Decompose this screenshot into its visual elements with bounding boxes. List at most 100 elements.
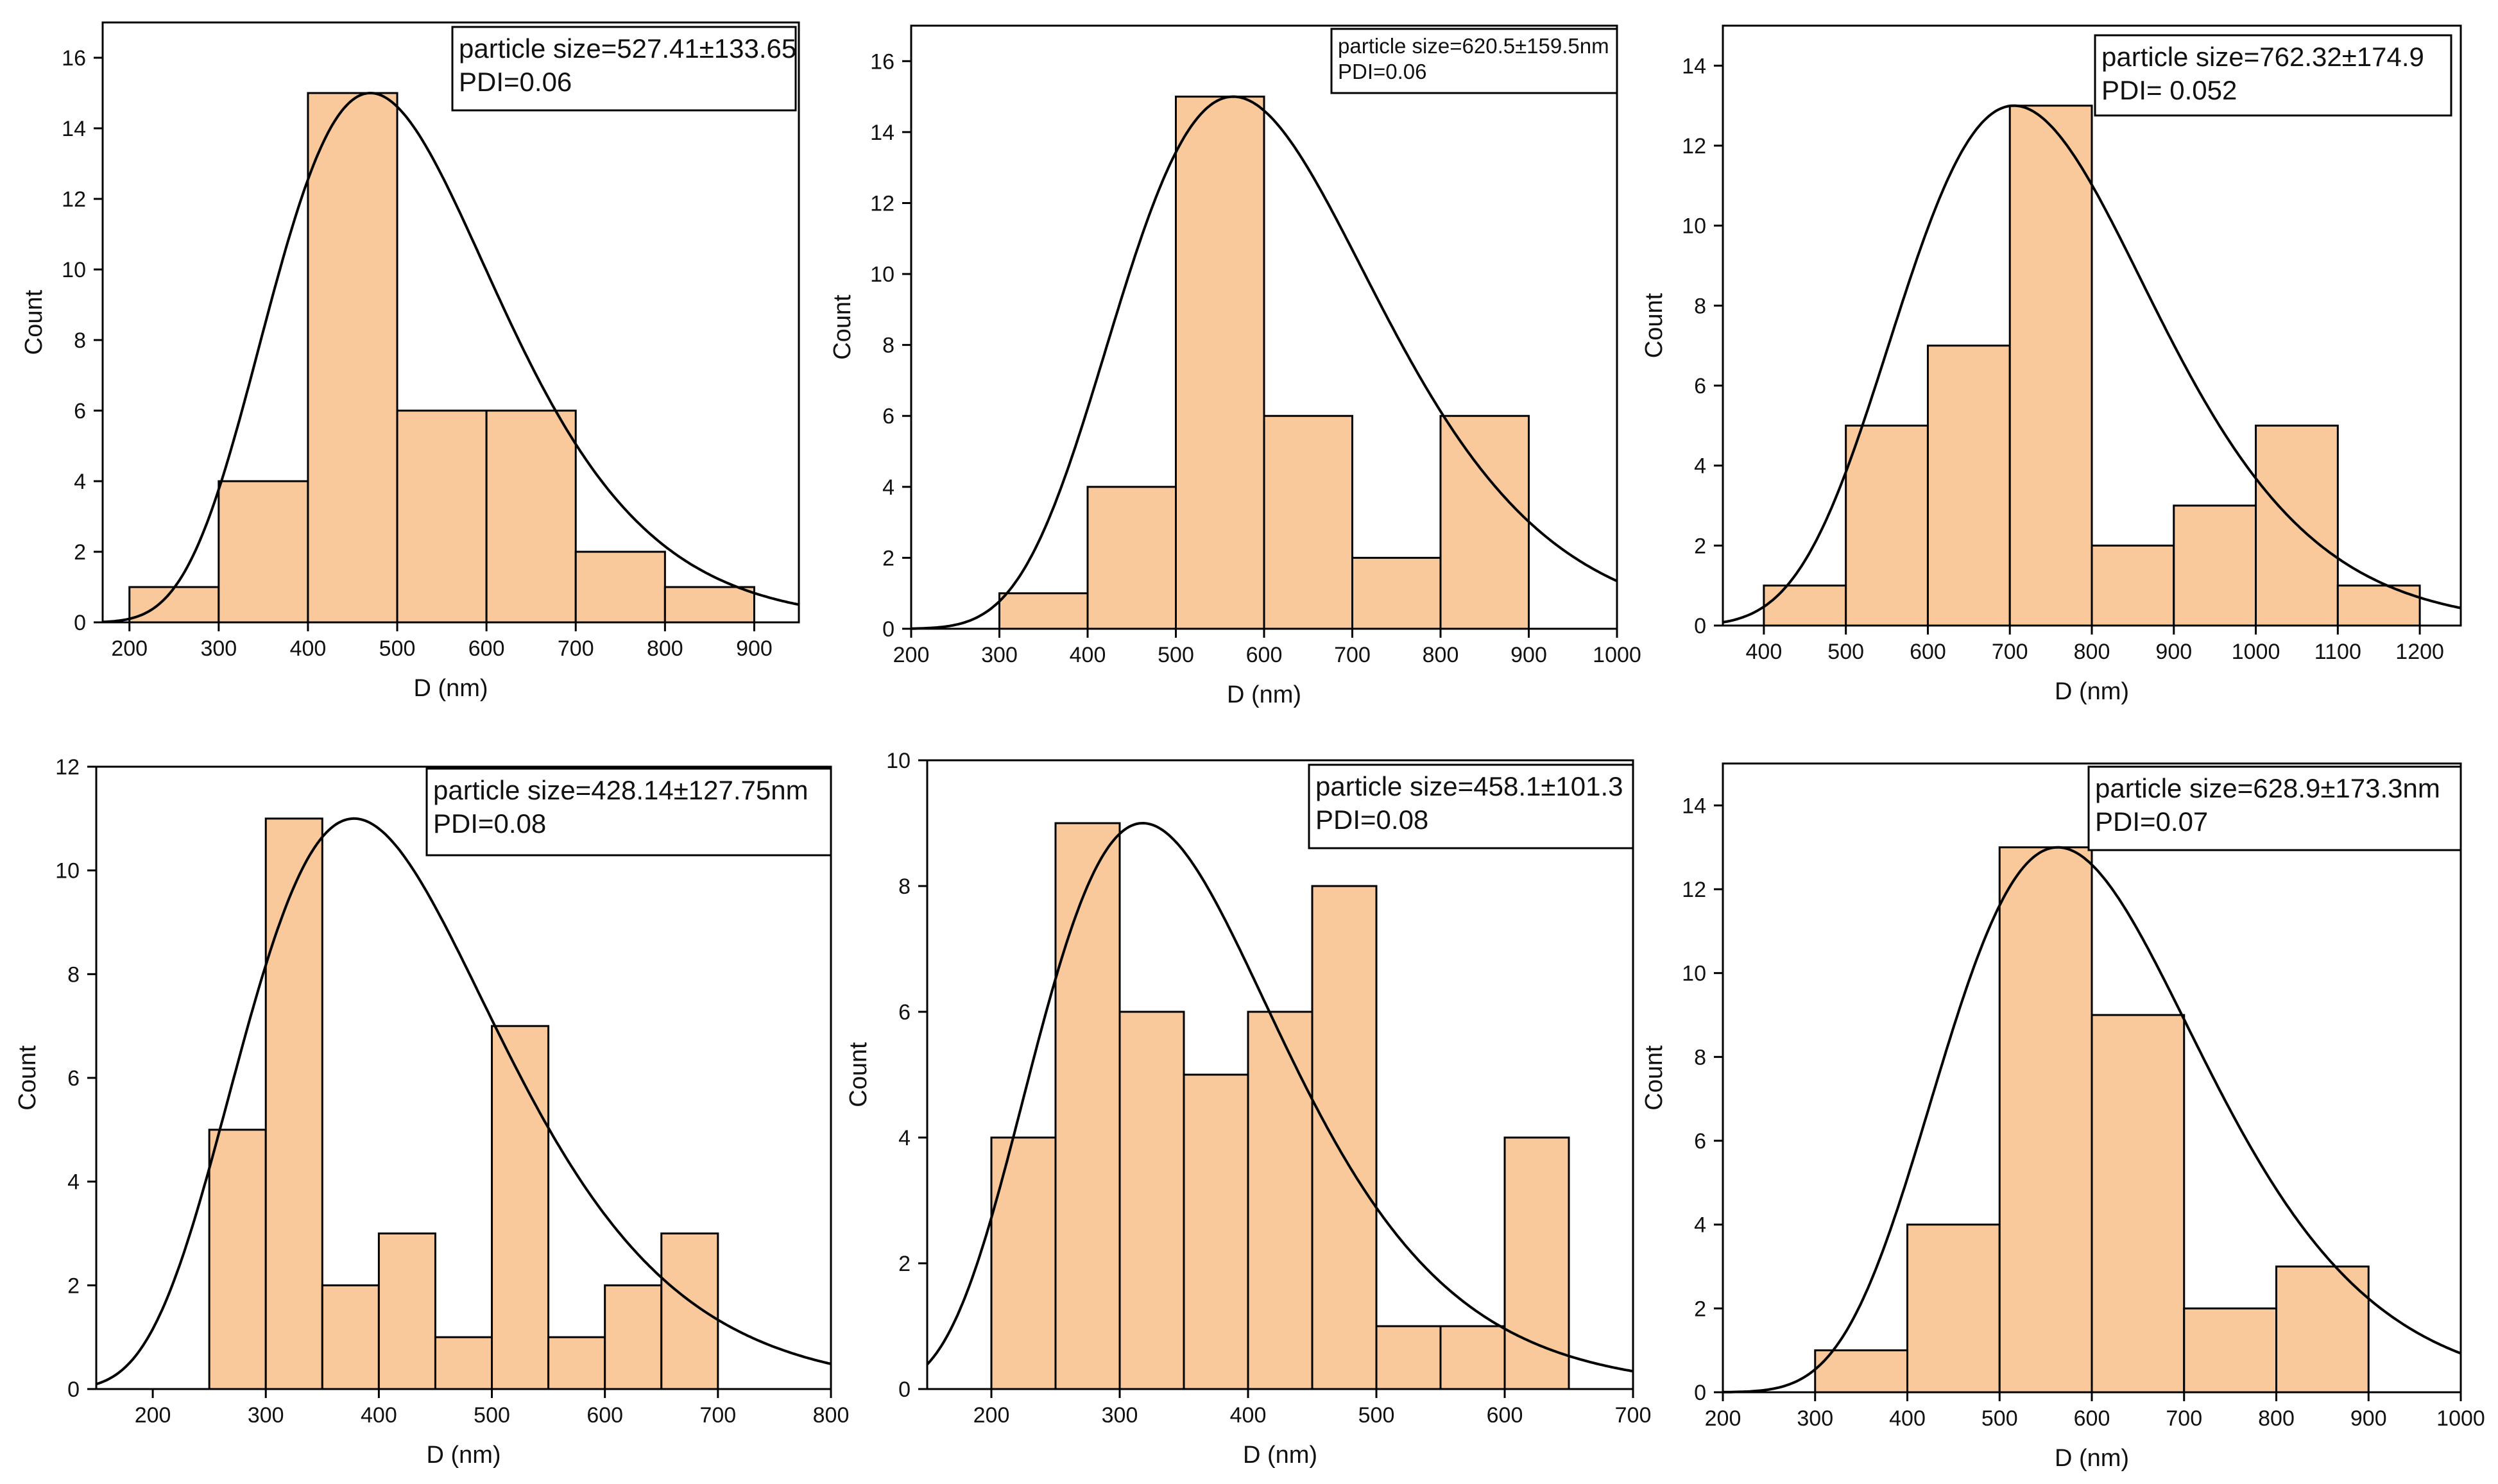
x-tick-label: 700 <box>2166 1406 2202 1431</box>
y-axis-title: Count <box>845 1042 872 1107</box>
x-tick-label: 600 <box>1910 640 1946 664</box>
y-tick-label: 0 <box>67 1377 80 1402</box>
x-tick-label: 800 <box>2258 1406 2295 1431</box>
x-tick-label: 1000 <box>2436 1406 2485 1431</box>
histogram-bar <box>663 586 755 624</box>
y-tick-label: 10 <box>1682 214 1706 239</box>
y-tick-label: 6 <box>67 1066 80 1091</box>
y-tick-label: 10 <box>1682 962 1706 986</box>
y-tick-label: 2 <box>1694 534 1706 558</box>
y-tick-label: 12 <box>870 191 894 216</box>
histogram-bar <box>2183 1307 2277 1394</box>
x-tick-label: 900 <box>736 636 773 661</box>
legend-particle-size: particle size=628.9±173.3nm <box>2095 773 2440 803</box>
x-tick-label: 200 <box>893 643 930 667</box>
y-tick-label: 8 <box>882 334 894 358</box>
histogram-bar <box>1814 1349 1908 1394</box>
histogram-bar <box>396 409 488 624</box>
histogram-bar <box>485 409 577 624</box>
y-tick-label: 6 <box>898 1000 911 1025</box>
x-tick-label: 200 <box>1705 1406 1741 1431</box>
histogram-bar <box>208 1129 267 1390</box>
x-tick-label: 300 <box>200 636 237 661</box>
histogram-bar <box>1763 584 1847 627</box>
histogram-bar <box>377 1232 436 1390</box>
legend-pdi: PDI=0.07 <box>2095 806 2208 837</box>
x-tick-label: 600 <box>586 1403 623 1428</box>
y-tick-label: 0 <box>1694 614 1706 638</box>
y-tick-label: 12 <box>55 755 80 780</box>
histogram-bar <box>307 92 398 624</box>
histogram-bar <box>218 480 309 624</box>
y-tick-label: 2 <box>882 546 894 570</box>
y-tick-label: 4 <box>67 1170 80 1195</box>
y-tick-label: 12 <box>1682 134 1706 158</box>
y-tick-label: 10 <box>55 859 80 883</box>
legend-box <box>425 767 832 857</box>
y-tick-label: 4 <box>1694 454 1706 479</box>
legend-particle-size: particle size=762.32±174.9 <box>2101 42 2424 72</box>
histogram-bar <box>1906 1224 2001 1394</box>
y-tick-label: 10 <box>62 258 86 282</box>
legend-particle-size: particle size=428.14±127.75nm <box>433 775 808 805</box>
x-tick-label: 1100 <box>2314 640 2361 664</box>
y-axis-title: Count <box>1641 1045 1668 1111</box>
x-tick-label: 700 <box>1992 640 2028 664</box>
y-tick-label: 6 <box>74 399 86 423</box>
x-axis-title: D (nm) <box>1243 1442 1317 1469</box>
y-tick-label: 6 <box>882 404 894 429</box>
y-tick-label: 10 <box>870 262 894 287</box>
x-tick-label: 700 <box>1615 1403 1652 1428</box>
legend-box <box>451 26 797 112</box>
y-tick-label: 4 <box>1694 1213 1706 1238</box>
fit-curve <box>102 91 800 624</box>
chart-panel-3: 400 500 600 700 800 900 1000 1100 1200 0 2 4 6 8 10 12 1… <box>1641 24 2462 705</box>
histogram-bar <box>1118 1011 1185 1390</box>
y-tick-label: 16 <box>62 46 86 71</box>
histogram-bar <box>1183 1073 1249 1390</box>
histogram-bar <box>1439 1325 1506 1390</box>
legend-box <box>2087 765 2462 851</box>
histogram-bar <box>574 550 666 624</box>
x-tick-label: 400 <box>1889 1406 1926 1431</box>
x-axis-title: D (nm) <box>413 675 488 702</box>
histogram-bar <box>990 1136 1057 1390</box>
y-tick-label: 14 <box>62 117 86 141</box>
x-tick-label: 200 <box>111 636 148 661</box>
histogram-bar <box>547 1336 606 1390</box>
y-tick-label: 2 <box>67 1274 80 1298</box>
histogram-bar <box>264 817 323 1390</box>
x-tick-label: 400 <box>361 1403 397 1428</box>
legend-pdi: PDI= 0.052 <box>2101 75 2237 105</box>
histogram-bar <box>1998 846 2093 1394</box>
x-tick-label: 300 <box>248 1403 284 1428</box>
chart-panel-1: 200 300 400 500 600 700 800 900 0 2 4 6 8 10 12 14 16 D (… <box>21 21 800 702</box>
x-tick-label: 600 <box>1246 643 1283 667</box>
x-tick-label: 600 <box>468 636 505 661</box>
histogram-bar <box>2091 1014 2186 1394</box>
x-tick-label: 1200 <box>2395 640 2444 664</box>
histogram-bar <box>128 586 220 624</box>
legend-particle-size: particle size=458.1±101.3 <box>1315 771 1623 801</box>
fit-curve <box>1722 104 2461 624</box>
x-tick-label: 700 <box>558 636 594 661</box>
y-tick-label: 8 <box>74 328 86 353</box>
x-tick-label: 400 <box>290 636 327 661</box>
y-axis-title: Count <box>1641 293 1668 358</box>
x-tick-label: 500 <box>379 636 416 661</box>
y-tick-label: 2 <box>1694 1297 1706 1321</box>
x-tick-label: 500 <box>1981 1406 2018 1431</box>
fit-curve <box>926 821 1634 1373</box>
x-tick-label: 400 <box>1070 643 1106 667</box>
y-tick-label: 4 <box>882 475 894 500</box>
plot-frame <box>926 759 1634 1390</box>
y-tick-label: 8 <box>1694 294 1706 318</box>
x-tick-label: 800 <box>2074 640 2110 664</box>
y-tick-label: 16 <box>870 49 894 74</box>
histogram-bar <box>1375 1325 1442 1390</box>
x-axis-title: D (nm) <box>1227 681 1301 708</box>
chart-panel-5: 200 300 400 500 600 700 0 2 4 6 8 10 D (nm) Count part… <box>845 749 1651 1469</box>
y-tick-label: 14 <box>1682 54 1706 78</box>
y-tick-label: 4 <box>898 1126 911 1150</box>
y-tick-label: 8 <box>1694 1045 1706 1070</box>
